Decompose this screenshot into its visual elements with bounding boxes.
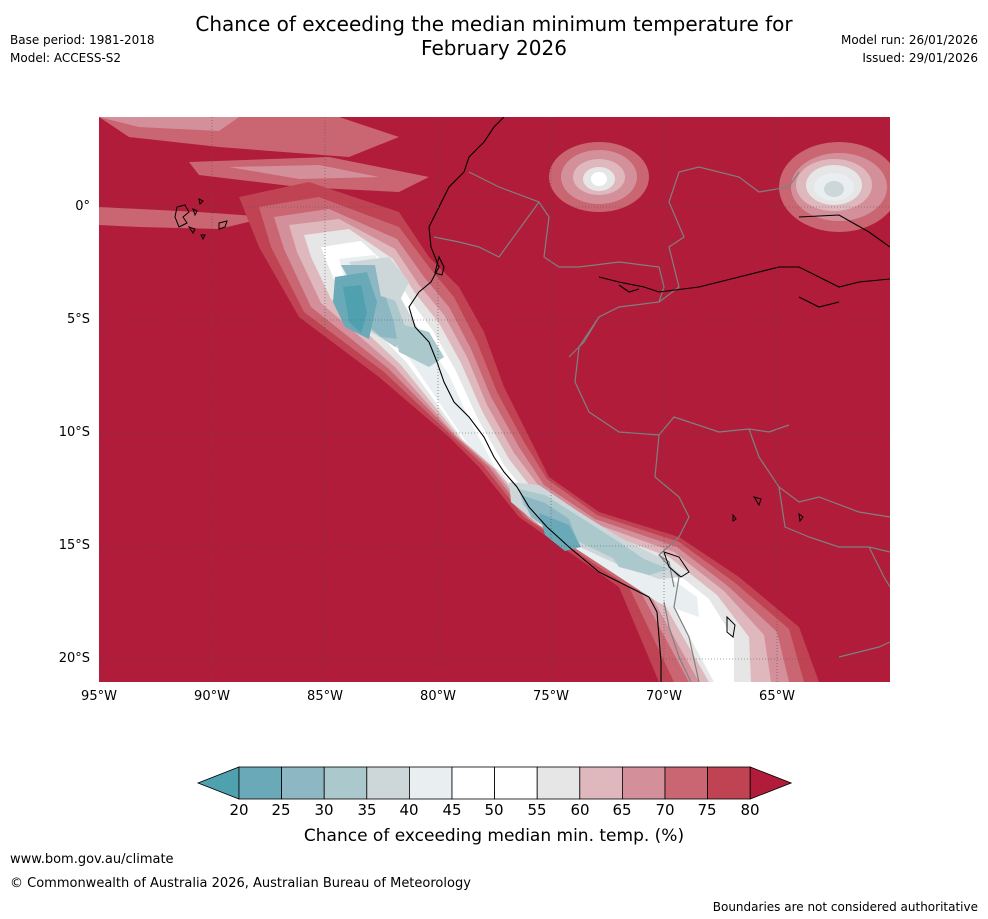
northern-blobs <box>549 142 890 232</box>
base-period: Base period: 1981-2018 <box>10 33 155 47</box>
colorbar-tick: 60 <box>570 801 590 819</box>
colorbar-cell <box>323 766 368 800</box>
colorbar <box>196 766 793 800</box>
meta-right: Model run: 26/01/2026 Issued: 29/01/2026 <box>841 31 978 67</box>
forecast-map <box>99 117 890 682</box>
colorbar-extend-high <box>749 766 793 800</box>
lon-label-85w: 85°W <box>307 689 343 704</box>
lon-label-95w: 95°W <box>81 689 117 704</box>
colorbar-tick: 50 <box>484 801 504 819</box>
colorbar-tick: 35 <box>357 801 377 819</box>
colorbar-tick: 45 <box>442 801 462 819</box>
colorbar-cell <box>366 766 410 800</box>
colorbar-cell <box>536 766 581 800</box>
meta-left: Base period: 1981-2018 Model: ACCESS-S2 <box>10 31 155 67</box>
pink-streaks <box>99 117 429 229</box>
lon-label-90w: 90°W <box>194 689 230 704</box>
colorbar-tick: 40 <box>399 801 419 819</box>
copyright: © Commonwealth of Australia 2026, Austra… <box>10 876 471 891</box>
colorbar-label: Chance of exceeding median min. temp. (%… <box>303 826 685 846</box>
colorbar-cell <box>238 766 282 800</box>
colorbar-tick: 25 <box>271 801 291 819</box>
colorbar-tick: 65 <box>612 801 632 819</box>
colorbar-extend-low <box>196 766 240 800</box>
model-run: Model run: 26/01/2026 <box>840 33 978 47</box>
colorbar-tick: 75 <box>697 801 717 819</box>
lakes <box>663 496 804 638</box>
lat-label-15s: 15°S <box>58 538 90 553</box>
lon-label-70w: 70°W <box>646 689 682 704</box>
title-line-1: Chance of exceeding the median minimum t… <box>195 12 793 36</box>
coastline <box>408 117 890 682</box>
colorbar-cell <box>664 766 708 800</box>
title-line-2: February 2026 <box>421 36 567 60</box>
colorbar-cell <box>281 766 325 800</box>
colorbar-cell <box>494 766 538 800</box>
colorbar-tick: 80 <box>740 801 760 819</box>
colorbar-cell <box>408 766 453 800</box>
gridlines <box>99 117 890 682</box>
colorbar-tick: 30 <box>314 801 334 819</box>
issued-date: Issued: 29/01/2026 <box>862 51 978 65</box>
lat-label-10s: 10°S <box>58 425 90 440</box>
lat-label-0: 0° <box>75 199 90 214</box>
colorbar-cell <box>579 766 623 800</box>
colorbar-cell <box>451 766 495 800</box>
lon-label-80w: 80°W <box>420 689 456 704</box>
colorbar-tick: 55 <box>527 801 547 819</box>
map-title: Chance of exceeding the median minimum t… <box>0 12 988 60</box>
footer-url: www.bom.gov.au/climate <box>10 852 174 867</box>
model-name: Model: ACCESS-S2 <box>10 51 122 65</box>
disclaimer: Boundaries are not considered authoritat… <box>712 900 978 914</box>
lon-label-65w: 65°W <box>759 689 795 704</box>
colorbar-tick: 20 <box>229 801 249 819</box>
galapagos-islands <box>174 198 228 241</box>
lat-label-5s: 5°S <box>66 312 90 327</box>
lat-label-20s: 20°S <box>58 651 90 666</box>
colorbar-cell <box>707 766 751 800</box>
colorbar-cell <box>621 766 666 800</box>
colorbar-tick: 70 <box>655 801 675 819</box>
lon-label-75w: 75°W <box>533 689 569 704</box>
